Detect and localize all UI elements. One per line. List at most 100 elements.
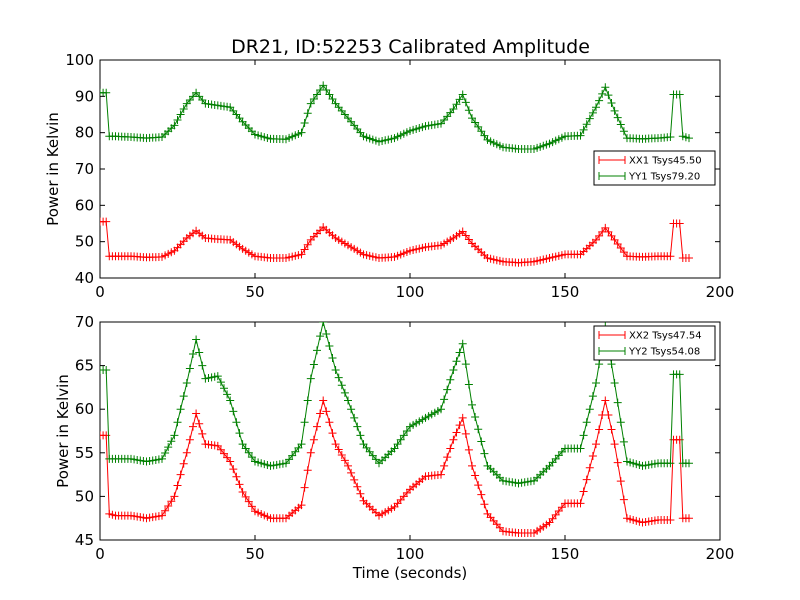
subplot-1: 0 50 100 150 200 40 50 60 70 80 90 100 Power in Kelv… [44,51,734,301]
series-marker [216,378,225,387]
series-marker [238,488,247,497]
series-2 [100,81,693,154]
series-marker [313,422,321,431]
series-marker [685,514,693,523]
series-marker [241,492,250,501]
series-marker [328,95,337,104]
series-marker [309,95,318,104]
plot-area [100,81,693,267]
series-marker [303,396,312,405]
y-tick-label: 45 [75,531,94,549]
series-marker [579,431,588,440]
series-marker [604,411,613,420]
series-marker [393,440,402,449]
series-marker [455,421,464,430]
series-marker [616,477,625,486]
series-marker [247,453,256,462]
series-marker [167,497,176,506]
series-marker [468,114,476,123]
legend-marker [598,156,626,164]
series-marker [322,407,331,416]
series-marker [582,418,591,427]
series-marker [179,105,188,114]
series-marker [232,472,241,481]
series-marker [588,392,597,401]
series-marker [189,349,197,358]
series-marker [468,400,476,409]
series-marker [592,440,600,449]
legend-box [593,150,716,186]
series-marker [244,448,253,457]
series-marker [247,502,256,511]
series-marker [461,429,470,438]
series-marker [173,481,182,490]
series-marker [161,506,170,515]
x-tick-label: 200 [706,545,735,563]
series-marker [610,235,619,244]
series-marker [685,254,693,263]
series-marker [226,396,235,405]
series-marker [619,495,628,504]
series-marker [585,463,594,472]
legend-label: XX1 Tsys45.50 [629,156,702,167]
y-tick-label: 90 [75,87,94,105]
series-marker [446,444,455,453]
series-marker [399,431,408,440]
series-marker [161,449,170,458]
series-marker [102,217,111,226]
series-marker [480,500,489,509]
legend-label: XX2 Tsys47.54 [629,331,702,342]
series-marker [474,122,483,131]
series-marker [579,487,588,496]
series-marker [303,466,312,475]
series-marker [607,360,616,369]
series-marker [474,481,483,490]
series-marker [192,409,201,418]
series-marker [297,501,306,510]
series-marker [334,373,343,382]
y-tick-label: 65 [75,357,94,375]
series-marker [337,381,346,390]
series-marker [666,515,675,524]
series-marker [164,501,173,510]
x-tick-label: 100 [396,283,425,301]
series-marker [158,511,166,520]
series-marker [229,465,238,474]
series-marker [213,372,222,381]
series-marker [350,413,359,422]
series-marker [179,392,188,401]
series-marker [319,81,328,90]
legend-marker [598,331,626,339]
series-marker [455,95,464,104]
x-tick-label: 0 [95,283,105,301]
series-marker [675,90,684,99]
series-marker [173,115,182,124]
series-marker [455,348,464,357]
series-marker [344,396,352,405]
series-marker [353,482,362,491]
series-marker [477,490,486,499]
series-marker [158,454,166,463]
series-marker [176,405,185,414]
series-marker [198,429,207,438]
series-marker [437,405,445,414]
series-marker [592,103,600,112]
series-marker [185,435,194,444]
series-marker [164,443,173,452]
series-marker [576,444,585,453]
legend-label: YY1 Tsys79.20 [628,172,700,183]
series-marker [477,127,486,136]
series-marker [170,431,179,440]
series-marker [471,118,480,127]
series-marker [619,127,628,136]
legend-marker [598,172,626,180]
series-marker [328,353,337,362]
series-marker [331,365,340,374]
series-marker [179,459,188,468]
series-marker [241,444,250,453]
series-marker [319,322,328,326]
series-marker [579,125,588,134]
series-marker [356,431,365,440]
series-marker [588,451,597,460]
series-marker [220,384,228,393]
